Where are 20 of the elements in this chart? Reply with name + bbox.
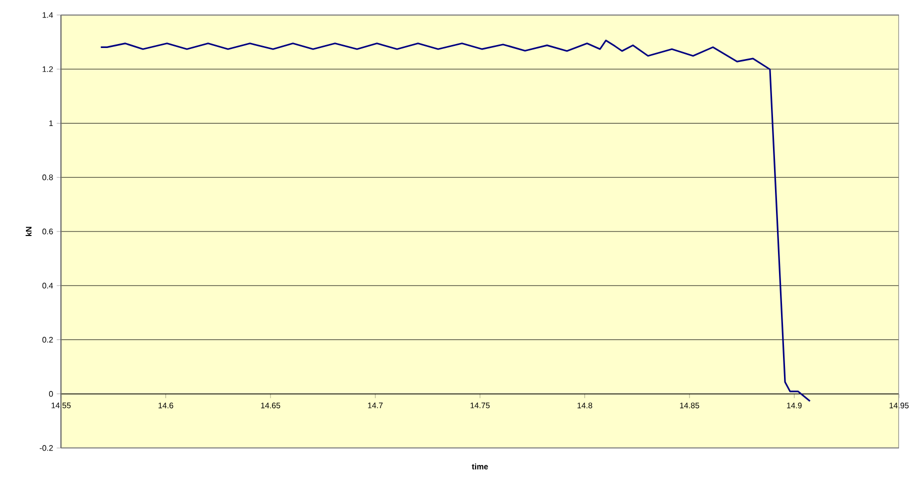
- x-tick-label: 14.95: [890, 402, 909, 408]
- x-tick-label: 14.85: [680, 402, 700, 408]
- y-tick-label: 0: [49, 391, 53, 397]
- y-tick-label: 0.8: [42, 174, 53, 180]
- y-tick-label: -0.2: [40, 445, 53, 451]
- y-tick-label: 0.2: [42, 336, 53, 343]
- y-tick-label: 1.4: [42, 12, 53, 18]
- line-series: [100, 40, 811, 402]
- x-tick-label: 14.65: [261, 402, 280, 408]
- x-tick-label: 14.6: [158, 402, 174, 408]
- x-tick-label: 14.75: [470, 402, 490, 408]
- y-tick-label: 1.2: [42, 66, 53, 72]
- y-tick-label: 0.4: [42, 282, 53, 288]
- x-tick-label: 14.8: [578, 402, 592, 408]
- x-tick-label: 14.7: [368, 402, 383, 408]
- y-tick-label: 0.6: [42, 228, 53, 234]
- x-tick-label: 14.9: [787, 402, 802, 408]
- y-axis-title: kN: [26, 226, 32, 236]
- x-axis-title: time: [472, 464, 488, 470]
- y-tick-label: 1: [49, 120, 53, 126]
